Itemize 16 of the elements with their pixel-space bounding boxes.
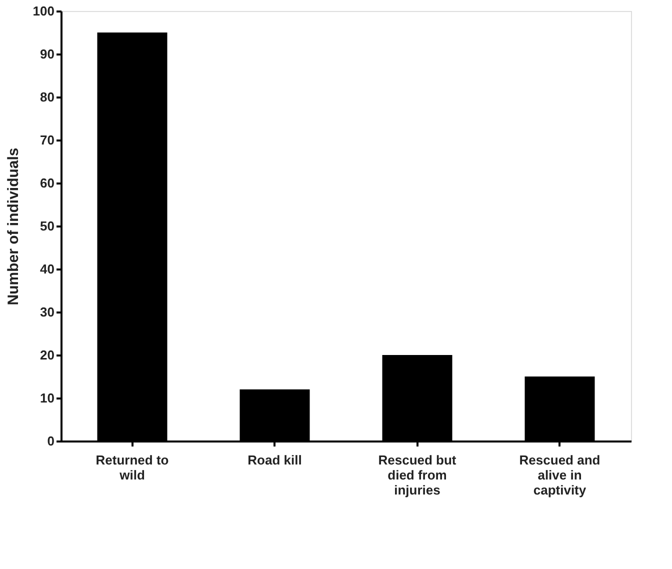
- y-tick-label: 90: [40, 46, 54, 62]
- y-tick-label: 50: [40, 218, 54, 234]
- x-tick-label: Road kill: [248, 452, 302, 468]
- y-tick-label: 0: [47, 434, 54, 448]
- y-tick-label: 20: [40, 348, 54, 362]
- y-tick-label: 30: [40, 304, 54, 320]
- y-tick-label: 100: [32, 4, 54, 18]
- x-tick-label: Rescued but died from injuries: [378, 452, 457, 498]
- y-tick-label: 80: [40, 90, 54, 104]
- x-tick-label: Rescued and alive in captivity: [519, 452, 600, 498]
- y-tick-label: 10: [40, 390, 54, 406]
- y-tick-label: 70: [40, 132, 54, 148]
- x-tick-label: Returned to wild: [96, 452, 169, 482]
- y-axis-title: Number of individuals: [4, 148, 22, 306]
- y-tick-label: 40: [40, 262, 54, 276]
- y-tick-label: 60: [40, 176, 54, 190]
